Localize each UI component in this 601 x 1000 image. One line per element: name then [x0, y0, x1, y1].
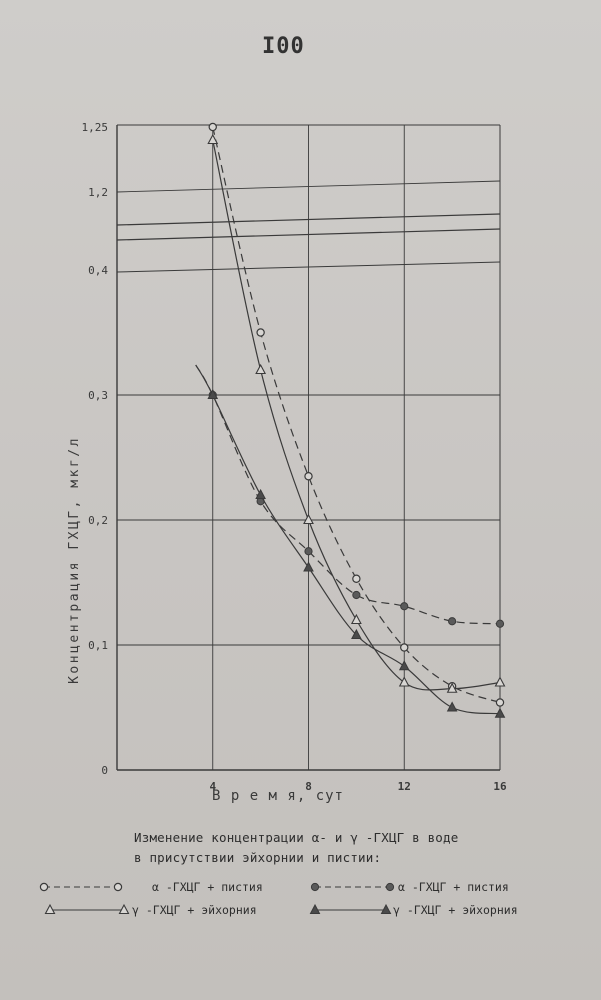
series-line — [212, 139, 501, 691]
data-point-open-circle — [208, 122, 217, 132]
data-point-open-triangle — [255, 363, 267, 375]
grid-line-horizontal — [116, 261, 501, 273]
legend-glyph-3 — [309, 903, 392, 914]
x-tick-label: 8 — [305, 780, 312, 793]
data-point-open-triangle — [350, 613, 362, 625]
caption-line-2: в присутствии эйхорнии и пистии: — [134, 850, 382, 865]
y-tick-label: 1,2 — [88, 186, 108, 199]
data-point-filled-circle — [400, 602, 409, 611]
data-point-filled-triangle — [446, 701, 458, 712]
data-point-open-circle — [304, 472, 313, 481]
y-axis-title: Концентрация ГХЦГ, мкг/л — [67, 436, 82, 684]
data-point-filled-circle — [385, 882, 395, 892]
axis-labels: 0 0,1 0,2 0,3 0,4 1,2 1,25 4 8 12 16 В р е м я, сут… — [67, 121, 507, 804]
page-number: I00 — [262, 34, 305, 59]
series-layer — [195, 122, 506, 718]
data-point-filled-circle — [448, 617, 457, 626]
axis-break-line — [116, 228, 501, 241]
x-tick-label: 12 — [398, 780, 411, 793]
series-2 — [195, 364, 505, 628]
x-tick-label: 16 — [493, 780, 507, 793]
data-point-filled-triangle — [398, 660, 410, 671]
x-tick-label: 4 — [209, 780, 216, 793]
legend-label-alpha-pistia-open: α -ГХЦГ + пистия — [152, 880, 263, 894]
legend-glyph-1 — [44, 903, 130, 915]
data-point-filled-triangle — [351, 628, 362, 639]
data-point-open-triangle — [118, 903, 130, 915]
data-point-filled-triangle — [309, 903, 321, 914]
data-point-open-triangle — [494, 676, 506, 687]
series-0 — [208, 122, 505, 707]
series-1 — [207, 133, 506, 693]
data-point-filled-circle — [495, 619, 505, 628]
series-line — [212, 126, 501, 704]
y-tick-label: 0,4 — [88, 264, 108, 277]
grid-line-horizontal — [116, 180, 501, 193]
legend-label-gamma-eichhornia-open: γ -ГХЦГ + эйхорния — [132, 903, 257, 917]
x-axis-title: В р е м я, сут — [212, 788, 344, 804]
data-point-open-circle — [113, 882, 123, 892]
legend-glyph-0 — [39, 882, 123, 892]
y-tick-label: 0 — [101, 764, 108, 777]
data-point-filled-circle — [304, 547, 313, 556]
legend-label-alpha-pistia-filled: α -ГХЦГ + пистия — [398, 880, 509, 894]
data-point-filled-triangle — [380, 903, 392, 914]
data-point-open-triangle — [303, 513, 314, 525]
data-point-filled-triangle — [303, 561, 314, 572]
y-tick-label: 0,2 — [88, 514, 108, 527]
data-point-open-circle — [495, 698, 505, 707]
series-line — [195, 364, 501, 625]
data-point-open-circle — [400, 643, 409, 652]
series-line — [195, 364, 501, 715]
chart-grid — [116, 124, 501, 771]
data-point-filled-triangle — [494, 707, 506, 718]
axis-break-line — [116, 213, 501, 226]
data-point-open-triangle — [398, 676, 410, 687]
legend-glyphs — [39, 882, 395, 915]
data-point-open-triangle — [446, 682, 458, 693]
data-point-filled-triangle — [207, 388, 219, 399]
legend-label-gamma-eichhornia-filled: γ -ГХЦГ + эйхорния — [393, 903, 518, 917]
legend-glyph-2 — [310, 882, 395, 892]
y-tick-label: 0,3 — [88, 389, 108, 402]
data-point-open-triangle — [207, 133, 219, 145]
y-tick-label: 0,1 — [88, 639, 108, 652]
data-point-filled-circle — [352, 590, 361, 600]
data-point-open-triangle — [44, 903, 56, 915]
data-point-open-circle — [352, 574, 361, 583]
data-point-open-circle — [39, 882, 49, 892]
caption-line-1: Изменение концентрации α- и γ -ГХЦГ в во… — [134, 830, 459, 845]
y-tick-label: 1,25 — [82, 121, 109, 134]
data-point-open-circle — [256, 328, 265, 337]
data-point-filled-triangle — [255, 488, 266, 499]
data-point-filled-circle — [310, 882, 320, 892]
series-3 — [195, 364, 506, 718]
